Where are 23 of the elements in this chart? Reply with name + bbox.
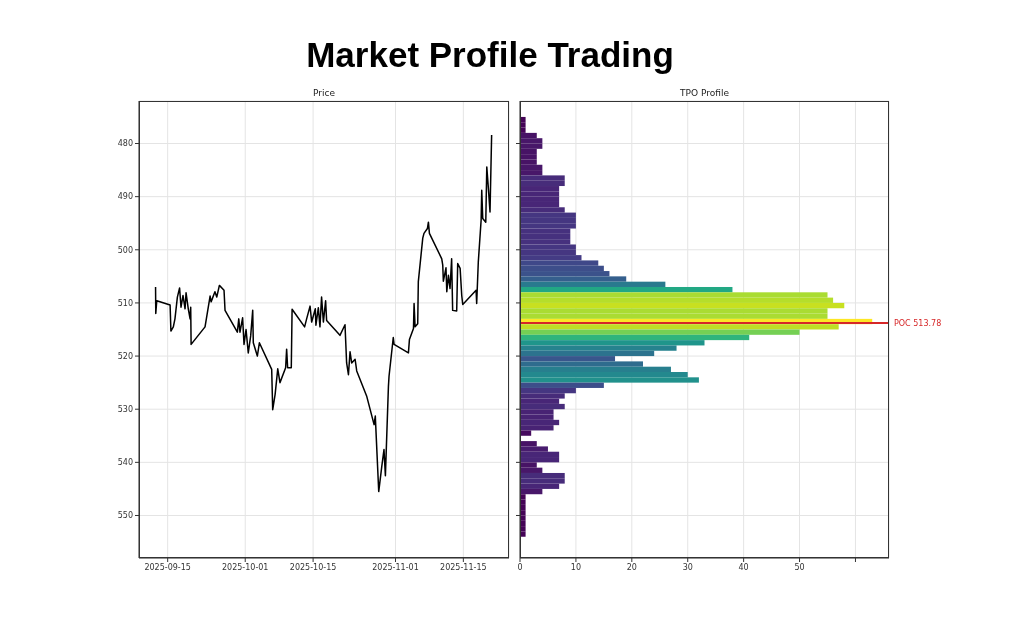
x-tick-label: 2025-10-15	[289, 562, 337, 572]
x-tick-label: 2025-10-01	[221, 562, 269, 572]
chart-title: TPO Profile	[679, 87, 730, 99]
y-tick-label: 510	[117, 298, 133, 308]
x-tick-label: 2025-09-15	[144, 562, 191, 572]
y-tick-label: 490	[117, 192, 133, 202]
x-tick-label: 40	[738, 562, 749, 572]
x-tick-label: 2025-11-15	[440, 562, 487, 572]
x-tick-label: 0	[517, 562, 523, 572]
ref-line-label: POC 513.78	[894, 318, 942, 328]
y-tick-label: 530	[117, 405, 133, 415]
y-tick-label: 520	[117, 351, 133, 361]
x-tick-label: 20	[626, 562, 637, 572]
x-tick-label: 50	[794, 562, 805, 572]
text: Market Profile Trading	[305, 34, 675, 76]
chart-title: Price	[312, 87, 336, 99]
y-tick-label: 500	[117, 245, 133, 255]
y-tick-label: 480	[117, 139, 133, 149]
x-tick-label: 10	[570, 562, 581, 572]
x-tick-label: 30	[682, 562, 693, 572]
x-tick-label: 2025-11-01	[372, 562, 419, 572]
y-tick-label: 540	[117, 458, 133, 468]
y-tick-label: 550	[117, 511, 133, 521]
